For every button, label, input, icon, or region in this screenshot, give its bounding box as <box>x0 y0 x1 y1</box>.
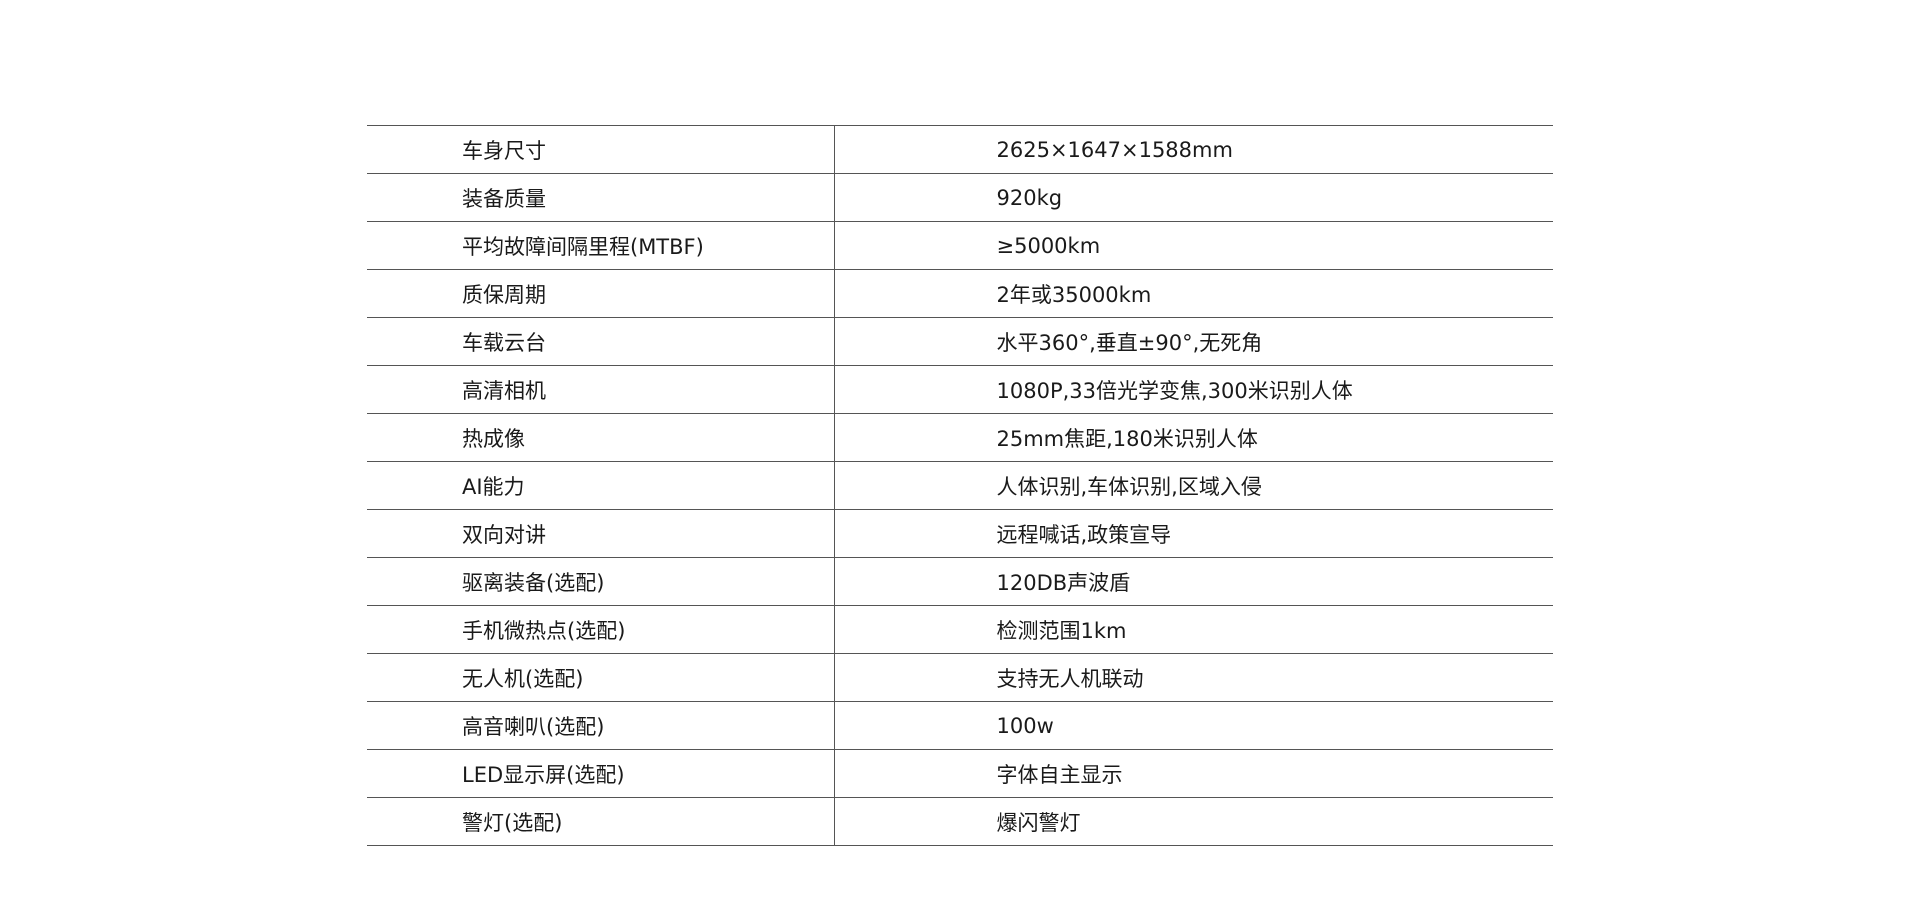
table-row: 高清相机 1080P,33倍光学变焦,300米识别人体 <box>367 365 1553 414</box>
table-row: 车身尺寸 2625×1647×1588mm <box>367 125 1553 174</box>
spec-label: 高清相机 <box>367 365 835 414</box>
table-row: 双向对讲 远程喊话,政策宣导 <box>367 509 1553 558</box>
spec-table: 车身尺寸 2625×1647×1588mm 装备质量 920kg 平均故障间隔里程(MT… <box>367 125 1553 846</box>
spec-value: 2年或35000km <box>834 269 1553 318</box>
spec-label: 车身尺寸 <box>367 125 835 174</box>
spec-value: 2625×1647×1588mm <box>834 125 1553 174</box>
spec-value: 1080P,33倍光学变焦,300米识别人体 <box>834 365 1553 414</box>
spec-label: 热成像 <box>367 413 835 462</box>
spec-value: 爆闪警灯 <box>834 797 1553 846</box>
spec-label: 无人机(选配) <box>367 653 835 702</box>
table-row: 警灯(选配) 爆闪警灯 <box>367 797 1553 846</box>
spec-label: 手机微热点(选配) <box>367 605 835 654</box>
spec-label: 质保周期 <box>367 269 835 318</box>
spec-value: 支持无人机联动 <box>834 653 1553 702</box>
table-row: 无人机(选配) 支持无人机联动 <box>367 653 1553 702</box>
spec-label: 平均故障间隔里程(MTBF) <box>367 221 835 270</box>
spec-label: 警灯(选配) <box>367 797 835 846</box>
table-row: 平均故障间隔里程(MTBF) ≥5000km <box>367 221 1553 270</box>
spec-value: ≥5000km <box>834 221 1553 270</box>
table-row: 热成像 25mm焦距,180米识别人体 <box>367 413 1553 462</box>
table-row: 车载云台 水平360°,垂直±90°,无死角 <box>367 317 1553 366</box>
spec-label: 装备质量 <box>367 173 835 222</box>
spec-label: 双向对讲 <box>367 509 835 558</box>
spec-value: 920kg <box>834 173 1553 222</box>
spec-value: 100w <box>834 701 1553 750</box>
spec-label: LED显示屏(选配) <box>367 749 835 798</box>
table-row: 手机微热点(选配) 检测范围1km <box>367 605 1553 654</box>
spec-value: 120DB声波盾 <box>834 557 1553 606</box>
spec-label: 高音喇叭(选配) <box>367 701 835 750</box>
spec-value: 检测范围1km <box>834 605 1553 654</box>
spec-value: 25mm焦距,180米识别人体 <box>834 413 1553 462</box>
spec-label: 驱离装备(选配) <box>367 557 835 606</box>
table-row: LED显示屏(选配) 字体自主显示 <box>367 749 1553 798</box>
table-row: 驱离装备(选配) 120DB声波盾 <box>367 557 1553 606</box>
spec-label: 车载云台 <box>367 317 835 366</box>
spec-value: 远程喊话,政策宣导 <box>834 509 1553 558</box>
spec-label: AI能力 <box>367 461 835 510</box>
spec-value: 人体识别,车体识别,区域入侵 <box>834 461 1553 510</box>
table-row: 高音喇叭(选配) 100w <box>367 701 1553 750</box>
table-row: AI能力 人体识别,车体识别,区域入侵 <box>367 461 1553 510</box>
spec-value: 水平360°,垂直±90°,无死角 <box>834 317 1553 366</box>
spec-value: 字体自主显示 <box>834 749 1553 798</box>
table-row: 质保周期 2年或35000km <box>367 269 1553 318</box>
table-row: 装备质量 920kg <box>367 173 1553 222</box>
